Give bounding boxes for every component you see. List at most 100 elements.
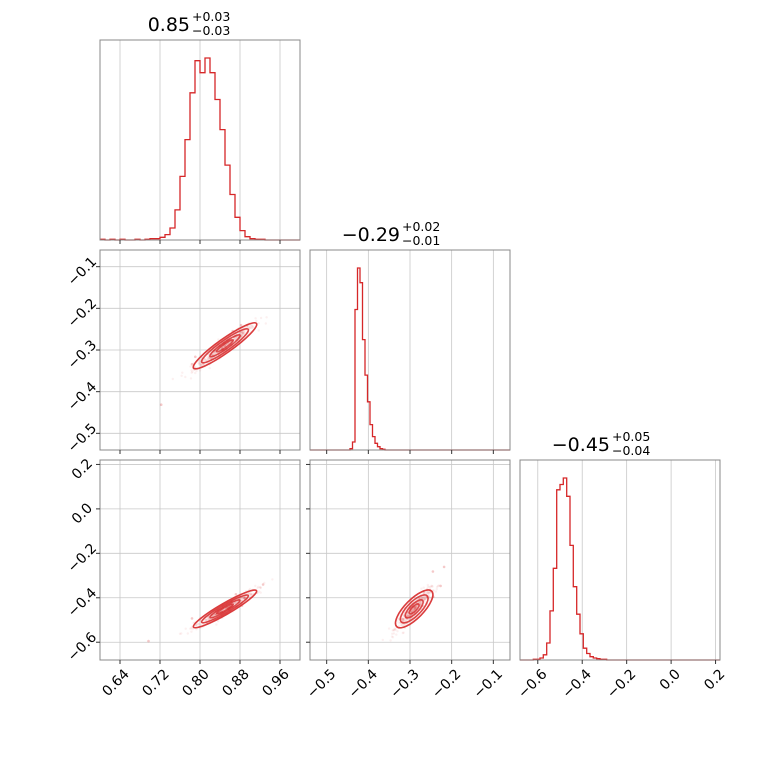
y-tick-label: 0.0 (69, 500, 96, 527)
scatter-point (194, 624, 197, 628)
scatter-point (397, 621, 400, 624)
scatter-point (419, 600, 422, 603)
scatter-point (250, 594, 253, 597)
scatter-point (243, 331, 247, 334)
scatter-point (259, 316, 263, 320)
scatter-point (256, 586, 259, 590)
scatter-point (201, 363, 204, 366)
scatter-outlier (190, 617, 194, 620)
scatter-point (395, 633, 398, 636)
scatter-point (199, 360, 202, 363)
scatter-point (195, 369, 198, 373)
scatter-point (215, 623, 218, 626)
scatter-point (259, 586, 262, 589)
scatter-point (406, 618, 409, 621)
param-title-value: 0.85 (148, 14, 190, 36)
scatter-point (241, 332, 244, 335)
x-tick-label: 0.0 (657, 666, 684, 693)
scatter-point (249, 592, 253, 595)
scatter-point (414, 605, 417, 608)
scatter-point (422, 597, 425, 600)
scatter-point (217, 338, 220, 341)
param-title-upper-error: +0.02 (402, 219, 440, 234)
scatter-point (430, 584, 433, 587)
scatter-point (402, 614, 405, 617)
scatter-point (393, 629, 396, 632)
x-tick-label: −0.1 (471, 666, 506, 701)
x-tick-label: −0.2 (429, 666, 464, 701)
scatter-outlier (239, 323, 243, 327)
param-title-value: −0.29 (342, 224, 400, 246)
scatter-point (403, 624, 406, 627)
scatter-point (418, 596, 422, 600)
scatter-point (190, 626, 193, 630)
scatter-point (417, 601, 420, 604)
scatter-point (413, 606, 417, 609)
scatter-point (234, 601, 238, 604)
scatter-point (407, 614, 410, 618)
scatter-point (412, 607, 415, 611)
scatter-point (418, 601, 422, 604)
scatter-point (198, 369, 202, 372)
scatter-point (240, 599, 243, 602)
scatter-point (190, 371, 193, 374)
scatter-point (203, 357, 207, 361)
y-tick-label: −0.6 (65, 629, 100, 664)
scatter-point (214, 613, 217, 616)
param-title-lower-error: −0.04 (612, 443, 650, 458)
scatter-point (242, 332, 245, 335)
x-tick-label: −0.2 (604, 666, 639, 701)
param-title-lower-error: −0.01 (402, 233, 440, 248)
scatter-point (240, 330, 243, 334)
scatter-point (402, 614, 405, 618)
scatter-point (242, 330, 245, 333)
scatter-point (413, 606, 417, 610)
scatter-point (412, 608, 416, 611)
scatter-point (194, 366, 197, 369)
scatter-point (409, 610, 413, 613)
scatter-point (191, 628, 194, 631)
scatter-point (241, 331, 244, 334)
scatter-point (265, 316, 268, 319)
scatter-point (247, 325, 250, 328)
scatter-point (242, 330, 245, 333)
scatter-point (411, 608, 415, 612)
scatter-point (420, 596, 423, 600)
scatter-point (249, 326, 252, 330)
scatter-point (251, 593, 254, 596)
x-tick-label: 0.80 (179, 666, 212, 699)
x-tick-label: −0.4 (560, 666, 595, 701)
scatter-point (197, 362, 201, 365)
scatter-point (419, 600, 423, 604)
scatter-point (250, 324, 254, 328)
scatter-point (248, 326, 251, 330)
scatter-point (403, 618, 406, 622)
scatter-point (422, 591, 425, 594)
scatter-point (203, 358, 206, 361)
scatter-point (234, 336, 238, 340)
contour-level (215, 603, 235, 615)
scatter-point (207, 357, 210, 361)
scatter-point (213, 351, 216, 354)
scatter-point (197, 361, 201, 365)
scatter-point (430, 585, 433, 588)
scatter-point (389, 639, 392, 642)
scatter-outlier (261, 583, 265, 586)
scatter-point (422, 586, 425, 589)
x-tick-label: 0.88 (219, 666, 252, 699)
scatter-point (184, 627, 187, 630)
scatter-point (432, 589, 435, 592)
scatter-point (254, 584, 257, 588)
scatter-point (423, 595, 426, 598)
scatter-point (250, 324, 253, 328)
scatter-point (264, 322, 267, 325)
panel-frame (519, 459, 721, 661)
scatter-point (181, 371, 184, 374)
scatter-point (252, 325, 255, 328)
scatter-point (214, 613, 217, 617)
scatter-point (241, 331, 245, 335)
scatter-point (415, 605, 418, 608)
scatter-point (249, 592, 252, 596)
scatter-point (242, 596, 245, 600)
scatter-point (240, 330, 243, 334)
